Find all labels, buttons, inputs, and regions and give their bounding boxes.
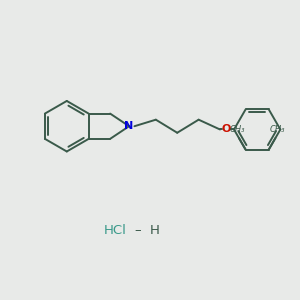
Text: N: N (124, 121, 134, 131)
Text: –: – (135, 224, 141, 237)
Text: HCl: HCl (103, 224, 126, 237)
Text: CH₃: CH₃ (230, 125, 245, 134)
Text: H: H (149, 224, 159, 237)
Text: O: O (221, 124, 231, 134)
Text: CH₃: CH₃ (269, 125, 285, 134)
